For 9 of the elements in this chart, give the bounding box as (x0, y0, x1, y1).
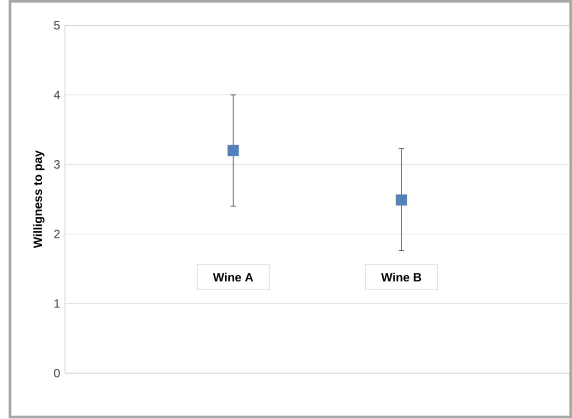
y-tick-label: 0 (54, 368, 60, 378)
y-tick-label: 3 (54, 160, 60, 169)
y-tick-label: 1 (54, 299, 60, 308)
y-tick-label: 4 (54, 90, 60, 99)
y-tick-label: 2 (54, 230, 60, 238)
x-tick-label: Wine B (381, 272, 422, 282)
x-tick-label: Wine A (212, 272, 254, 282)
y-axis-title: Willigness to pay (33, 150, 44, 248)
y-tick-label: 5 (54, 21, 60, 30)
